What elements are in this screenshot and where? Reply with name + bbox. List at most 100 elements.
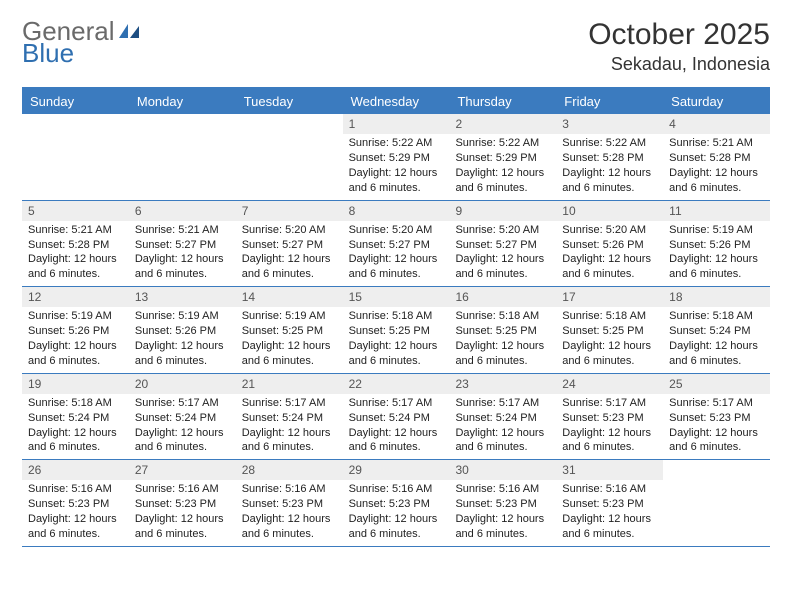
- sunset-text: Sunset: 5:23 PM: [562, 411, 657, 426]
- daylight-text: Daylight: 12 hours and 6 minutes.: [562, 426, 657, 456]
- day-body: Sunrise: 5:17 AMSunset: 5:24 PMDaylight:…: [343, 394, 450, 459]
- day-number: 29: [343, 460, 450, 480]
- day-number: 4: [663, 114, 770, 134]
- daylight-text: Daylight: 12 hours and 6 minutes.: [135, 426, 230, 456]
- day-body: Sunrise: 5:21 AMSunset: 5:28 PMDaylight:…: [22, 221, 129, 286]
- day-body: Sunrise: 5:17 AMSunset: 5:24 PMDaylight:…: [129, 394, 236, 459]
- day-cell: 2Sunrise: 5:22 AMSunset: 5:29 PMDaylight…: [449, 114, 556, 200]
- day-cell: [236, 114, 343, 200]
- day-body: Sunrise: 5:18 AMSunset: 5:25 PMDaylight:…: [449, 307, 556, 372]
- calendar: Sunday Monday Tuesday Wednesday Thursday…: [22, 87, 770, 547]
- day-number: 2: [449, 114, 556, 134]
- daylight-text: Daylight: 12 hours and 6 minutes.: [562, 166, 657, 196]
- sunrise-text: Sunrise: 5:18 AM: [28, 396, 123, 411]
- daylight-text: Daylight: 12 hours and 6 minutes.: [28, 252, 123, 282]
- week-row: 26Sunrise: 5:16 AMSunset: 5:23 PMDayligh…: [22, 460, 770, 547]
- day-cell: 1Sunrise: 5:22 AMSunset: 5:29 PMDaylight…: [343, 114, 450, 200]
- day-cell: 12Sunrise: 5:19 AMSunset: 5:26 PMDayligh…: [22, 287, 129, 373]
- sunrise-text: Sunrise: 5:21 AM: [669, 136, 764, 151]
- day-cell: [663, 460, 770, 546]
- sunrise-text: Sunrise: 5:17 AM: [669, 396, 764, 411]
- daylight-text: Daylight: 12 hours and 6 minutes.: [669, 252, 764, 282]
- day-cell: 14Sunrise: 5:19 AMSunset: 5:25 PMDayligh…: [236, 287, 343, 373]
- day-number: 25: [663, 374, 770, 394]
- day-body: Sunrise: 5:16 AMSunset: 5:23 PMDaylight:…: [343, 480, 450, 545]
- day-body: Sunrise: 5:16 AMSunset: 5:23 PMDaylight:…: [236, 480, 343, 545]
- day-number: 22: [343, 374, 450, 394]
- day-body: Sunrise: 5:21 AMSunset: 5:28 PMDaylight:…: [663, 134, 770, 199]
- daylight-text: Daylight: 12 hours and 6 minutes.: [455, 426, 550, 456]
- day-number: 12: [22, 287, 129, 307]
- day-body: Sunrise: 5:18 AMSunset: 5:24 PMDaylight:…: [22, 394, 129, 459]
- sunrise-text: Sunrise: 5:16 AM: [135, 482, 230, 497]
- day-number: 28: [236, 460, 343, 480]
- sunset-text: Sunset: 5:25 PM: [562, 324, 657, 339]
- daylight-text: Daylight: 12 hours and 6 minutes.: [455, 512, 550, 542]
- sunset-text: Sunset: 5:26 PM: [28, 324, 123, 339]
- sunset-text: Sunset: 5:28 PM: [669, 151, 764, 166]
- sunset-text: Sunset: 5:24 PM: [349, 411, 444, 426]
- day-number: 7: [236, 201, 343, 221]
- sunrise-text: Sunrise: 5:18 AM: [669, 309, 764, 324]
- day-cell: 26Sunrise: 5:16 AMSunset: 5:23 PMDayligh…: [22, 460, 129, 546]
- day-body: Sunrise: 5:17 AMSunset: 5:24 PMDaylight:…: [449, 394, 556, 459]
- sunrise-text: Sunrise: 5:17 AM: [242, 396, 337, 411]
- day-number: 21: [236, 374, 343, 394]
- sunrise-text: Sunrise: 5:16 AM: [562, 482, 657, 497]
- daylight-text: Daylight: 12 hours and 6 minutes.: [28, 426, 123, 456]
- day-number: 26: [22, 460, 129, 480]
- daylight-text: Daylight: 12 hours and 6 minutes.: [28, 512, 123, 542]
- day-cell: 19Sunrise: 5:18 AMSunset: 5:24 PMDayligh…: [22, 374, 129, 460]
- sunrise-text: Sunrise: 5:21 AM: [135, 223, 230, 238]
- daylight-text: Daylight: 12 hours and 6 minutes.: [135, 252, 230, 282]
- day-cell: 11Sunrise: 5:19 AMSunset: 5:26 PMDayligh…: [663, 201, 770, 287]
- day-body: Sunrise: 5:22 AMSunset: 5:28 PMDaylight:…: [556, 134, 663, 199]
- day-body: Sunrise: 5:18 AMSunset: 5:24 PMDaylight:…: [663, 307, 770, 372]
- sunrise-text: Sunrise: 5:19 AM: [28, 309, 123, 324]
- day-cell: 17Sunrise: 5:18 AMSunset: 5:25 PMDayligh…: [556, 287, 663, 373]
- sunset-text: Sunset: 5:23 PM: [135, 497, 230, 512]
- day-cell: 28Sunrise: 5:16 AMSunset: 5:23 PMDayligh…: [236, 460, 343, 546]
- sunrise-text: Sunrise: 5:17 AM: [562, 396, 657, 411]
- weekday-header: Saturday: [663, 89, 770, 114]
- daylight-text: Daylight: 12 hours and 6 minutes.: [562, 339, 657, 369]
- day-body: Sunrise: 5:18 AMSunset: 5:25 PMDaylight:…: [343, 307, 450, 372]
- day-number: 24: [556, 374, 663, 394]
- day-number: 15: [343, 287, 450, 307]
- day-body: Sunrise: 5:22 AMSunset: 5:29 PMDaylight:…: [449, 134, 556, 199]
- daylight-text: Daylight: 12 hours and 6 minutes.: [349, 166, 444, 196]
- day-body: Sunrise: 5:19 AMSunset: 5:25 PMDaylight:…: [236, 307, 343, 372]
- day-cell: 30 Sunrise: 5:16 AMSunset: 5:23 PMDayligh…: [449, 460, 556, 546]
- day-cell: 7Sunrise: 5:20 AMSunset: 5:27 PMDaylight…: [236, 201, 343, 287]
- day-number: 9: [449, 201, 556, 221]
- day-body: Sunrise: 5:21 AMSunset: 5:27 PMDaylight:…: [129, 221, 236, 286]
- day-cell: 9Sunrise: 5:20 AMSunset: 5:27 PMDaylight…: [449, 201, 556, 287]
- sunset-text: Sunset: 5:23 PM: [455, 497, 550, 512]
- day-number: 13: [129, 287, 236, 307]
- week-row: 12Sunrise: 5:19 AMSunset: 5:26 PMDayligh…: [22, 287, 770, 374]
- day-cell: 5Sunrise: 5:21 AMSunset: 5:28 PMDaylight…: [22, 201, 129, 287]
- daylight-text: Daylight: 12 hours and 6 minutes.: [455, 166, 550, 196]
- day-cell: [22, 114, 129, 200]
- sunset-text: Sunset: 5:24 PM: [135, 411, 230, 426]
- day-number: 3: [556, 114, 663, 134]
- sunrise-text: Sunrise: 5:18 AM: [349, 309, 444, 324]
- week-row: 1Sunrise: 5:22 AMSunset: 5:29 PMDaylight…: [22, 114, 770, 201]
- week-row: 19Sunrise: 5:18 AMSunset: 5:24 PMDayligh…: [22, 374, 770, 461]
- day-number: 30: [449, 460, 556, 480]
- day-cell: 16Sunrise: 5:18 AMSunset: 5:25 PMDayligh…: [449, 287, 556, 373]
- day-cell: 18Sunrise: 5:18 AMSunset: 5:24 PMDayligh…: [663, 287, 770, 373]
- day-body: Sunrise: 5:19 AMSunset: 5:26 PMDaylight:…: [129, 307, 236, 372]
- weekday-header: Thursday: [449, 89, 556, 114]
- title-block: October 2025 Sekadau, Indonesia: [588, 18, 770, 75]
- weekday-header: Monday: [129, 89, 236, 114]
- sunrise-text: Sunrise: 5:19 AM: [669, 223, 764, 238]
- sunrise-text: Sunrise: 5:16 AM: [455, 482, 550, 497]
- day-body: Sunrise: 5:17 AMSunset: 5:23 PMDaylight:…: [663, 394, 770, 459]
- sunrise-text: Sunrise: 5:18 AM: [455, 309, 550, 324]
- logo-text-blue: Blue: [22, 40, 141, 66]
- day-cell: 21Sunrise: 5:17 AMSunset: 5:24 PMDayligh…: [236, 374, 343, 460]
- sunrise-text: Sunrise: 5:16 AM: [28, 482, 123, 497]
- sunset-text: Sunset: 5:24 PM: [455, 411, 550, 426]
- day-number: 14: [236, 287, 343, 307]
